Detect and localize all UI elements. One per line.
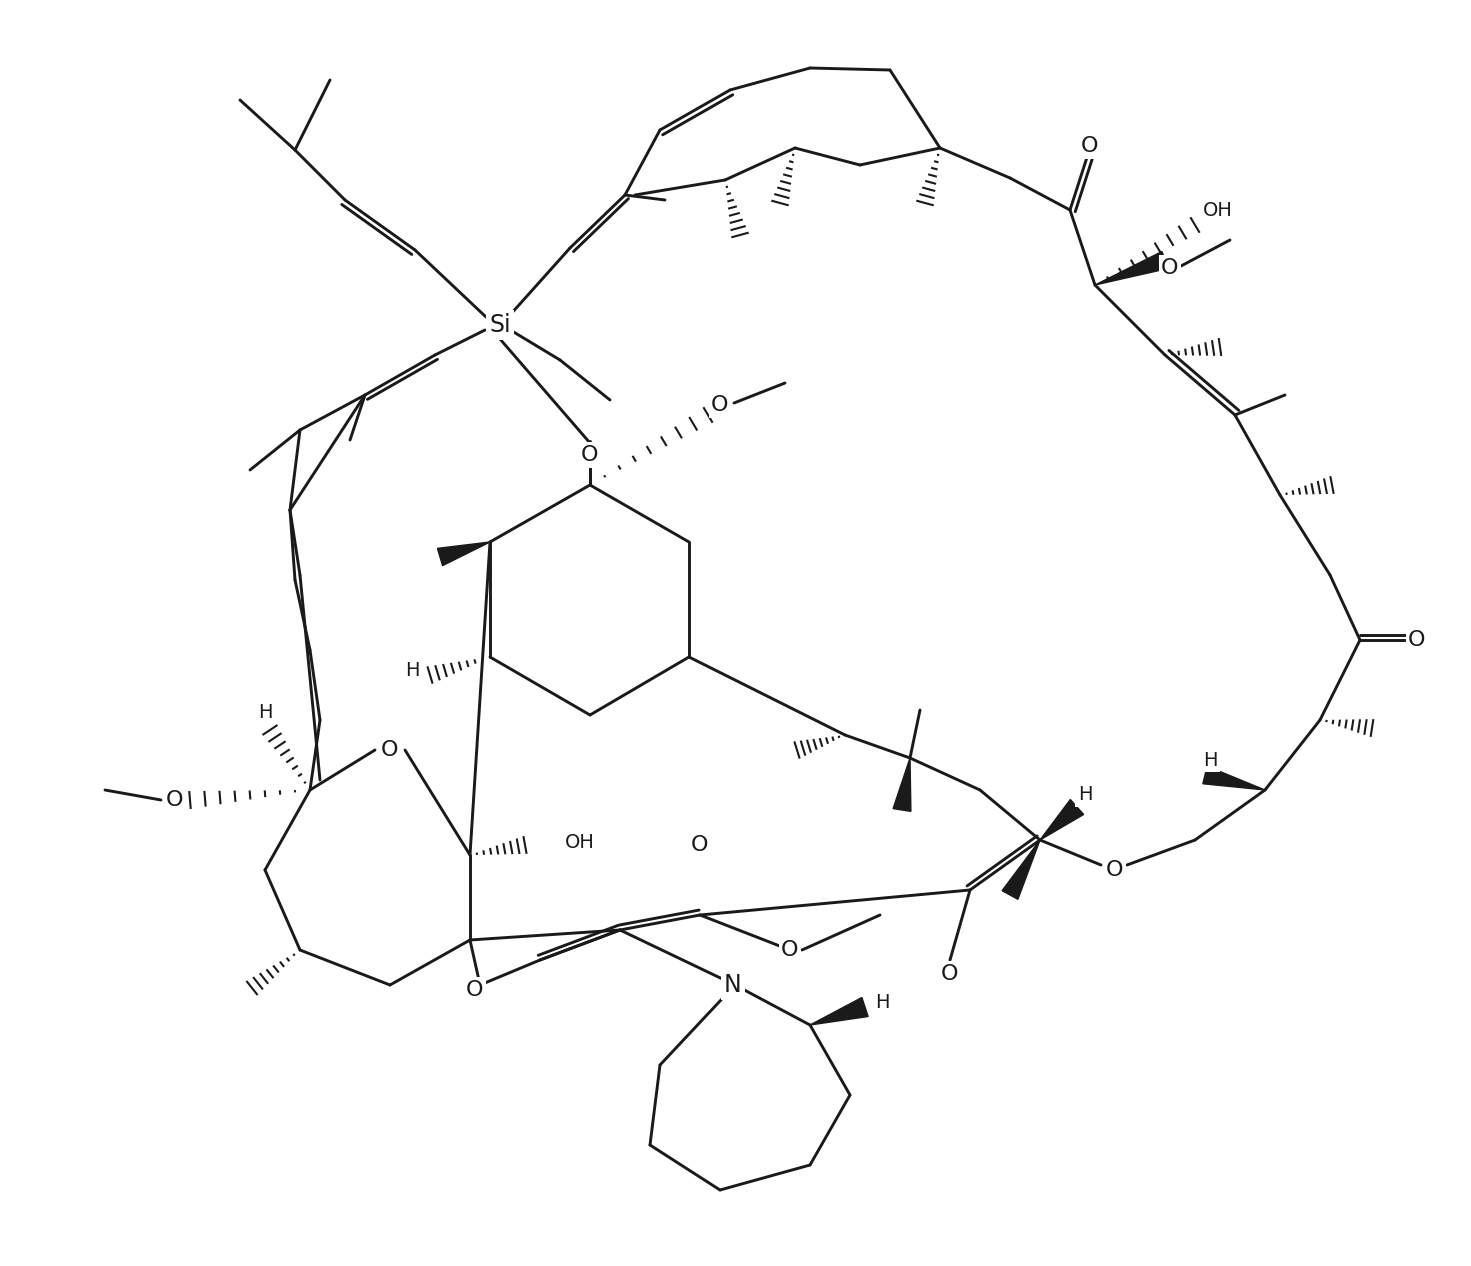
- Text: O: O: [1081, 135, 1099, 156]
- Text: H: H: [1203, 751, 1217, 770]
- Polygon shape: [1203, 766, 1265, 790]
- Text: OH: OH: [1203, 200, 1233, 219]
- Text: O: O: [941, 963, 959, 984]
- Text: O: O: [1408, 630, 1425, 649]
- Text: O: O: [581, 446, 599, 465]
- Polygon shape: [1094, 252, 1168, 285]
- Text: O: O: [781, 939, 799, 960]
- Text: H: H: [875, 994, 890, 1013]
- Text: H: H: [257, 703, 272, 722]
- Polygon shape: [1040, 800, 1084, 841]
- Text: O: O: [466, 980, 484, 1000]
- Text: O: O: [1106, 860, 1124, 880]
- Text: O: O: [166, 790, 184, 810]
- Text: H: H: [405, 661, 419, 680]
- Text: O: O: [712, 395, 728, 415]
- Polygon shape: [811, 998, 868, 1025]
- Text: O: O: [1161, 258, 1178, 279]
- Polygon shape: [437, 542, 490, 566]
- Text: O: O: [691, 836, 709, 855]
- Text: OH: OH: [565, 833, 594, 852]
- Polygon shape: [1002, 841, 1040, 899]
- Text: H: H: [1078, 785, 1093, 804]
- Text: N: N: [724, 974, 741, 998]
- Polygon shape: [893, 758, 911, 812]
- Text: Si: Si: [490, 313, 510, 337]
- Text: O: O: [381, 741, 399, 760]
